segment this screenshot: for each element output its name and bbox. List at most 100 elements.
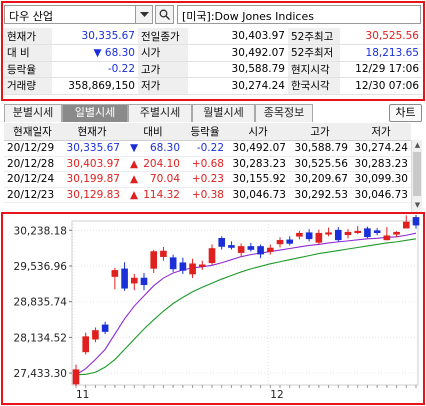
quote-summary-table: 현재가 30,335.67 전일종가 30,403.97 52주최고 30,525.56 대… [4,28,422,95]
table-cell-low: 30,046.73 [351,187,411,203]
candle-body [257,246,264,255]
candle-body [101,324,109,332]
table-row[interactable]: 20/12/24 30,199.87 ▲ 70.04 +0.23 30,155.92 30,… [4,171,411,188]
quote-label: 거래량 [4,77,52,95]
column-header[interactable]: 고가 [289,123,351,141]
search-button[interactable] [155,5,174,24]
tab-2[interactable]: 주별시세 [128,104,192,122]
change-value: 68.30 [149,142,180,155]
table-cell-change: ▼ 68.30 [123,140,183,157]
candlestick-chart-area: 30,238.18 29,536.96 28,835.74 28,134.52 27,4… [4,212,422,402]
column-header[interactable]: 시가 [227,123,289,141]
table-row[interactable]: 20/12/28 30,403.97 ▲ 204.10 +0.68 30,283.23 30… [4,156,411,172]
candle-body [228,245,235,248]
scroll-up-icon[interactable]: ▲ [414,141,421,149]
candle-body [179,262,187,271]
table-cell-price: 30,335.67 [61,140,123,157]
quote-label: 52주최고 [288,28,340,45]
candle-body [121,268,128,289]
quote-value: 30,492.07 [188,44,288,62]
quote-value: 30,403.97 [188,28,288,45]
quote-value: 12/30 07:06 [340,77,422,95]
table-cell-price: 30,403.97 [61,156,123,172]
quote-value: 30,525.56 [340,28,422,45]
x-tick-label: 11 [76,389,89,401]
table-cell-change: ▲ 204.10 [123,156,183,172]
x-tick-label: 12 [270,389,283,401]
change-value: 114.32 [143,188,180,201]
daily-table-scrollbar[interactable]: ▲ ▼ [411,140,422,212]
candle-body [383,235,391,241]
candle-body [160,250,167,257]
quote-label: 고가 [138,61,188,78]
combo-dropdown-button[interactable] [135,5,153,24]
plot-frame [71,220,419,386]
column-header[interactable]: 현재가 [61,123,123,141]
chart-button[interactable]: 차트 [389,104,422,122]
table-cell-date: 20/12/28 [4,156,61,172]
quote-value: 30,588.79 [188,61,288,78]
candle-body [130,277,138,284]
candle-body [237,246,245,253]
candle-body [169,257,177,270]
candle-body [402,221,410,229]
chevron-down-icon [139,11,149,17]
candle-body [189,263,196,275]
candle-body [92,330,99,340]
table-cell-low: 30,283.23 [351,156,411,172]
quote-label: 시가 [138,44,188,62]
tab-0[interactable]: 분별시세 [4,104,62,122]
tab-1[interactable]: 일별시세 [62,104,128,122]
candle-body [247,246,255,250]
table-cell-high: 30,525.56 [289,156,351,172]
stock-name-combo[interactable]: 다우 산업 [4,5,136,24]
candle-body [218,238,226,247]
ma-short-line [75,232,417,376]
scroll-thumb[interactable] [413,152,421,196]
candle-body [364,228,371,238]
candle-body [82,336,90,353]
column-header[interactable]: 대비 [123,123,183,141]
candle-body [315,232,323,243]
table-cell-change: ▲ 114.32 [123,187,183,203]
tab-4[interactable]: 종목정보 [255,104,313,122]
column-header[interactable]: 현재일자 [4,123,61,141]
quote-row: 대 비 ▼ 68.30 시가 30,492.07 52주최저 18,213.65 [4,44,422,62]
y-tick-label: 29,536.96 [14,261,68,273]
candle-body [276,240,284,245]
quote-value: 12/29 17:06 [340,61,422,78]
candle-body [286,239,294,244]
candle-body [150,251,158,269]
table-cell-date: 20/12/24 [4,171,61,188]
scroll-down-icon[interactable]: ▼ [414,201,421,209]
table-cell-date: 20/12/23 [4,187,61,203]
y-tick-label: 27,433.30 [14,368,67,380]
candle-body [305,232,313,240]
quote-value: -0.22 [52,61,138,78]
table-cell-date: 20/12/29 [4,140,61,157]
table-cell-change: ▲ 70.04 [123,171,183,188]
quote-label: 한국시각 [288,77,340,95]
table-cell-rate: +0.23 [183,171,227,188]
column-header[interactable]: 등락율 [183,123,227,141]
candle-body [344,231,352,236]
index-name-display: [미국]:Dow Jones Indices [177,5,421,24]
column-header[interactable]: 저가 [351,123,411,141]
candle-body [412,217,420,226]
top-search-bar: 다우 산업 [미국]:Dow Jones Indices [0,0,426,28]
table-cell-high: 30,292.53 [289,187,351,203]
table-cell-high: 30,209.67 [289,171,351,188]
daily-price-table: 현재일자 현재가 대비 등락율 시가 고가 저가 20/12/29 30,335.67 ▼ 68.3… [4,123,411,203]
down-arrow-icon: ▼ [130,142,139,155]
table-row[interactable]: 20/12/29 30,335.67 ▼ 68.30 -0.22 30,492.07 30,… [4,140,411,157]
candle-body [266,247,274,252]
table-row[interactable]: 20/12/23 30,129.83 ▲ 114.32 +0.38 30,046.73 30… [4,187,411,203]
y-tick-label: 30,238.18 [14,225,67,237]
candle-body [208,248,216,264]
up-arrow-icon: ▲ [130,188,139,201]
y-tick-label: 28,835.74 [14,297,68,309]
tab-3[interactable]: 월별시세 [192,104,255,122]
candle-body [354,230,362,233]
ma-long-line [75,238,417,376]
quote-label: 대 비 [4,44,52,62]
